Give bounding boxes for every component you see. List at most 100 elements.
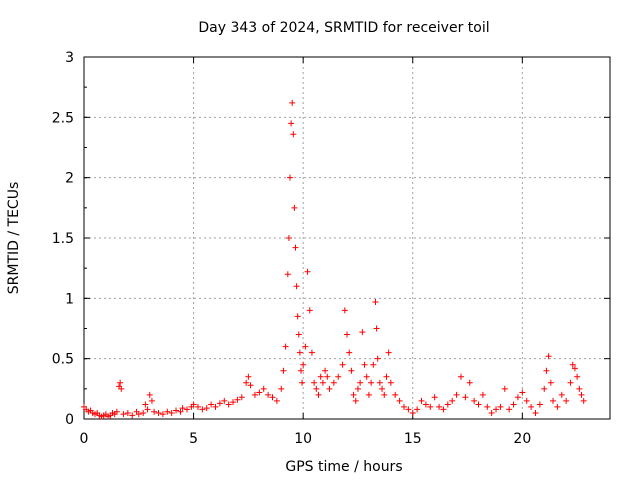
- y-tick-label: 2.5: [52, 110, 74, 126]
- data-point: [387, 379, 394, 386]
- data-point: [177, 408, 184, 415]
- data-points: [81, 99, 587, 420]
- data-point: [576, 385, 583, 392]
- data-point: [292, 244, 299, 251]
- data-point: [216, 400, 223, 407]
- data-point: [361, 361, 368, 368]
- data-point: [208, 401, 215, 408]
- data-point: [278, 385, 285, 392]
- x-tick-label: 15: [404, 431, 422, 447]
- data-point: [313, 385, 320, 392]
- data-point: [120, 411, 127, 418]
- data-point: [290, 131, 297, 138]
- data-point: [251, 391, 258, 398]
- data-point: [466, 379, 473, 386]
- data-point: [302, 343, 309, 350]
- data-point: [117, 379, 124, 386]
- data-point: [578, 391, 585, 398]
- data-point: [506, 406, 513, 413]
- data-point: [289, 99, 296, 106]
- data-point: [453, 391, 460, 398]
- data-point: [148, 397, 155, 404]
- data-point: [184, 406, 191, 413]
- y-tick-label: 0: [65, 412, 74, 428]
- data-point: [497, 403, 504, 410]
- data-point: [221, 397, 228, 404]
- data-point: [363, 373, 370, 380]
- data-point: [135, 411, 142, 418]
- data-point: [151, 408, 158, 415]
- data-point: [354, 385, 361, 392]
- data-point: [113, 408, 120, 415]
- data-point: [541, 385, 548, 392]
- data-point: [256, 389, 263, 396]
- data-point: [225, 401, 232, 408]
- data-point: [326, 385, 333, 392]
- plot-frame: [83, 56, 611, 420]
- data-point: [547, 379, 554, 386]
- data-point: [488, 409, 495, 416]
- data-point: [383, 373, 390, 380]
- data-point: [164, 408, 171, 415]
- data-point: [322, 367, 329, 374]
- x-tick-label: 10: [294, 431, 312, 447]
- data-point: [288, 120, 295, 127]
- data-point: [155, 409, 162, 416]
- data-point: [212, 403, 219, 410]
- data-point: [449, 397, 456, 404]
- y-tick-label: 2: [65, 171, 74, 187]
- data-point: [550, 397, 557, 404]
- data-point: [471, 397, 478, 404]
- x-axis-label: GPS time / hours: [285, 459, 402, 475]
- data-point: [341, 307, 348, 314]
- data-point: [569, 361, 576, 368]
- data-point: [269, 394, 276, 401]
- data-point: [285, 235, 292, 241]
- data-point: [501, 385, 508, 392]
- data-point: [124, 409, 131, 416]
- data-point: [359, 329, 366, 336]
- data-point: [484, 403, 491, 410]
- data-point: [280, 367, 287, 374]
- data-point: [299, 379, 306, 386]
- data-point: [365, 391, 372, 398]
- y-tick-label: 0.5: [52, 352, 74, 368]
- data-point: [118, 385, 125, 392]
- data-point: [385, 349, 392, 356]
- data-point: [304, 268, 311, 275]
- data-point: [400, 403, 407, 410]
- data-point: [311, 379, 318, 386]
- y-axis-label: SRMTID / TECUs: [6, 182, 22, 295]
- data-point: [230, 399, 237, 406]
- data-point: [159, 411, 166, 418]
- data-point: [376, 379, 383, 386]
- data-point: [287, 174, 294, 181]
- y-tick-label: 1: [65, 291, 74, 307]
- data-point: [247, 382, 254, 389]
- data-point: [543, 367, 550, 374]
- x-tick-label: 0: [80, 431, 89, 447]
- data-point: [514, 394, 521, 401]
- data-point: [558, 391, 565, 398]
- data-point: [422, 401, 429, 408]
- data-point: [284, 271, 291, 278]
- chart-title: Day 343 of 2024, SRMTID for receiver toi…: [198, 20, 489, 36]
- data-point: [554, 403, 561, 410]
- data-point: [296, 349, 303, 356]
- data-point: [510, 401, 517, 408]
- data-point: [300, 361, 307, 368]
- x-tick-label: 20: [513, 431, 531, 447]
- data-point: [179, 405, 186, 412]
- data-point: [190, 401, 197, 408]
- data-point: [567, 379, 574, 386]
- data-point: [457, 373, 464, 380]
- data-point: [350, 391, 357, 398]
- data-point: [444, 401, 451, 408]
- data-point: [282, 343, 289, 350]
- data-point: [260, 385, 267, 392]
- data-point: [146, 391, 153, 398]
- data-point: [381, 391, 388, 398]
- data-point: [194, 403, 201, 410]
- axis-ticks: 0 0.5 1 1.5 2 2.5 3 0 5 10 15 20: [52, 50, 610, 447]
- data-point: [532, 409, 539, 416]
